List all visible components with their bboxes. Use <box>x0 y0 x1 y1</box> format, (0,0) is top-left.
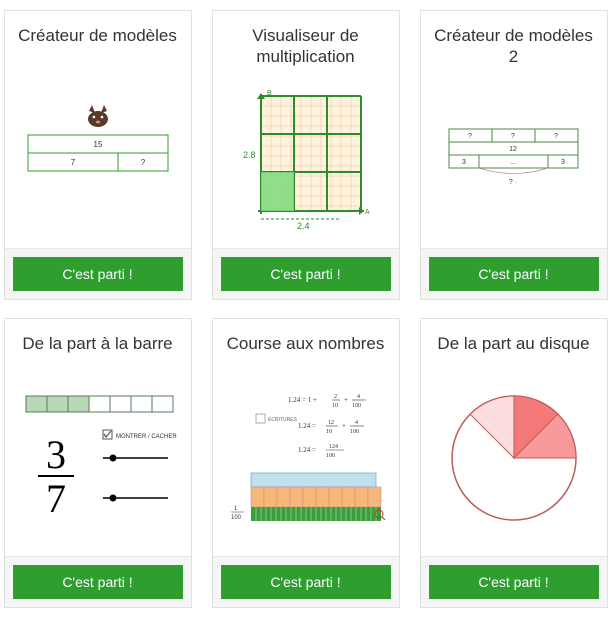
svg-text:12: 12 <box>328 420 334 426</box>
card-grid: Créateur de modèles 15 7 ? <box>10 10 601 608</box>
go-button[interactable]: C'est parti ! <box>221 257 391 291</box>
svg-text:...: ... <box>510 159 516 166</box>
svg-text:1: 1 <box>234 506 238 512</box>
card-thumb: 15 7 ? <box>5 52 191 248</box>
card-title: Créateur de modèles 2 <box>421 11 607 74</box>
svg-text:7: 7 <box>46 476 66 521</box>
svg-text:1.24 =: 1.24 = <box>298 446 316 454</box>
svg-text:+: + <box>344 396 348 404</box>
card-course-aux-nombres: Course aux nombres 1.24 = 1 + 2 10 + 4 100… <box>212 318 400 608</box>
card-footer: C'est parti ! <box>213 248 399 299</box>
svg-text:?: ? <box>511 133 515 140</box>
card-footer: C'est parti ! <box>5 248 191 299</box>
svg-text:2: 2 <box>334 394 337 400</box>
svg-text:100: 100 <box>350 429 359 435</box>
card-footer: C'est parti ! <box>421 556 607 607</box>
card-thumb: ? ? ? 12 3 ... 3 ? · <box>421 74 607 249</box>
card-title: De la part au disque <box>421 319 607 360</box>
card-title: Visualiseur de multiplication <box>213 11 399 74</box>
svg-text:1.24 = 1 +: 1.24 = 1 + <box>288 396 317 404</box>
svg-text:4: 4 <box>355 420 358 426</box>
go-button[interactable]: C'est parti ! <box>13 565 183 599</box>
svg-text:100: 100 <box>231 515 242 521</box>
card-thumb: 1.24 = 1 + 2 10 + 4 100 1.24 = 12 10 + 4 100… <box>213 360 399 556</box>
svg-text:B: B <box>267 90 272 97</box>
svg-text:2.4: 2.4 <box>297 221 310 231</box>
go-button[interactable]: C'est parti ! <box>221 565 391 599</box>
card-footer: C'est parti ! <box>421 248 607 299</box>
svg-text:?: ? <box>554 133 558 140</box>
card-title: De la part à la barre <box>5 319 191 360</box>
svg-text:124: 124 <box>329 444 338 450</box>
card-createur-modeles-2: Créateur de modèles 2 ? ? ? 12 3 ... 3 ?… <box>420 10 608 300</box>
go-button[interactable]: C'est parti ! <box>429 565 599 599</box>
card-visualiseur-multiplication: Visualiseur de multiplication <box>212 10 400 300</box>
svg-text:? ·: ? · <box>508 179 516 186</box>
card-thumb: B A 2.8 2.4 <box>213 74 399 249</box>
card-part-a-la-barre: De la part à la barre 3 7 <box>4 318 192 608</box>
svg-text:ÉCRITURES: ÉCRITURES <box>268 416 298 423</box>
svg-text:?: ? <box>468 133 472 140</box>
svg-text:7: 7 <box>70 158 75 167</box>
svg-text:2.8: 2.8 <box>243 150 256 160</box>
svg-text:A: A <box>365 209 370 216</box>
svg-text:3: 3 <box>561 159 565 166</box>
card-thumb: 3 7 MONTRER / CACHER <box>5 360 191 556</box>
card-part-au-disque: De la part au disque C'est parti ! <box>420 318 608 608</box>
cat-icon <box>88 105 108 127</box>
card-createur-modeles: Créateur de modèles 15 7 ? <box>4 10 192 300</box>
go-button[interactable]: C'est parti ! <box>429 257 599 291</box>
svg-text:12: 12 <box>509 146 517 153</box>
svg-text:10: 10 <box>326 429 332 435</box>
svg-text:+: + <box>342 422 346 430</box>
svg-text:MONTRER / CACHER: MONTRER / CACHER <box>116 434 177 440</box>
card-thumb <box>421 360 607 556</box>
svg-text:3: 3 <box>462 159 466 166</box>
svg-text:15: 15 <box>93 140 102 149</box>
card-title: Créateur de modèles <box>5 11 191 52</box>
card-footer: C'est parti ! <box>5 556 191 607</box>
card-title: Course aux nombres <box>213 319 399 360</box>
svg-text:?: ? <box>140 158 145 167</box>
svg-text:3: 3 <box>46 432 66 477</box>
svg-text:100: 100 <box>326 453 335 459</box>
svg-text:100: 100 <box>352 403 361 409</box>
go-button[interactable]: C'est parti ! <box>13 257 183 291</box>
card-footer: C'est parti ! <box>213 556 399 607</box>
svg-text:1.24 =: 1.24 = <box>298 422 316 430</box>
svg-text:10: 10 <box>332 403 338 409</box>
svg-text:4: 4 <box>357 394 360 400</box>
